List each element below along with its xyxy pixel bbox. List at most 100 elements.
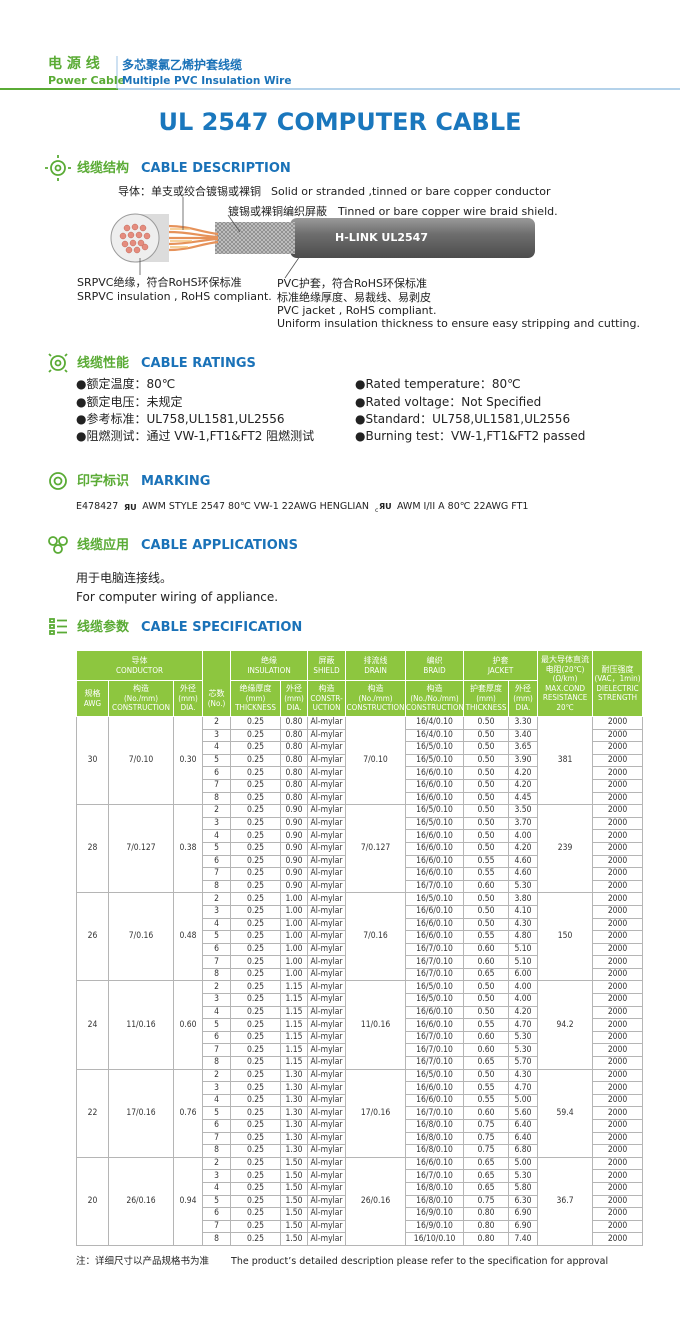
table-cell: 2000 [592,1093,644,1108]
table-cell: 239 [537,804,594,894]
table-cell: 2000 [592,804,644,818]
table-cell: 16/5/0.10 [405,993,465,1007]
table-cell: 5.30 [508,1169,539,1183]
table-cell: 2 [202,716,232,730]
table-cell: 3.80 [508,892,539,906]
table-cell: 8 [202,1232,232,1246]
table-cell: 16/7/0.10 [405,1043,465,1058]
table-cell: 0.80 [280,716,309,730]
table-cell: 6.30 [508,1194,539,1209]
header-cell: 规格 AWG [76,680,109,717]
table-cell: 0.25 [230,766,282,780]
header-line: 规格 [84,689,101,698]
table-cell: 16/6/0.10 [405,766,465,780]
header-en: Multiple PVC Insulation Wire [122,75,292,87]
table-cell: 4 [202,829,232,843]
table-cell: 7/0.16 [345,892,407,982]
table-row: 4 0.25 1.30 Al-mylar 16/6/0.10 0.55 5.00 2000 [77,1093,644,1108]
table-cell: Al-mylar [307,993,347,1007]
table-cell: Al-mylar [307,892,347,906]
label: 标准绝缘厚度、易裁线、易剥皮 [277,291,431,304]
table-cell: 2000 [592,980,644,995]
table-cell: 16/7/0.10 [405,955,465,969]
table-cell: 4.00 [508,980,539,995]
rating-item: ●Standard：UL758,UL1581,UL2556 [355,412,571,426]
table-cell: 2000 [592,829,644,843]
section-cn: 线缆参数 [77,620,130,635]
svg-text:ЯU: ЯU [124,503,136,512]
header-line: 芯数 [208,689,225,698]
table-row: 5 0.25 1.00 Al-mylar 16/6/0.10 0.55 4.80 2000 [77,930,644,944]
table-cell: 1.00 [280,904,309,919]
header-line: THICKNESS [465,703,507,713]
table-cell: 3.90 [508,753,539,768]
table-cell: Al-mylar [307,1043,347,1058]
header-cell: 外径 (mm) DIA. [508,680,539,717]
label: Tinned or bare copper wire braid shield. [338,205,558,218]
table-cell: 2000 [592,778,644,793]
table-cell: 7 [202,955,232,969]
table-cell: 0.25 [230,1018,282,1032]
table-row: 8 0.25 1.00 Al-mylar 16/7/0.10 0.65 6.00 2000 [77,967,644,982]
table-row: 26 7/0.16 0.48 2 0.25 1.00 Al-mylar 7/0.16 16/5/… [76,892,644,982]
application-text: For computer wiring of appliance. [76,590,279,604]
table-row: 7 0.25 0.90 Al-mylar 16/6/0.10 0.55 4.60 2000 [77,867,644,881]
table-cell: 16/5/0.10 [405,1068,465,1083]
table-cell: 16/6/0.10 [405,854,465,869]
table-cell: 2000 [592,1131,644,1146]
table-row: 5 0.25 1.50 Al-mylar 16/8/0.10 0.75 6.30 2000 [77,1194,644,1209]
table-cell: 0.50 [463,791,510,806]
table-cell: 0.50 [463,993,510,1007]
table-cell: Al-mylar [307,791,347,806]
header-line: (mm) [178,693,198,703]
rating-item: ●参考标准：UL758,UL1581,UL2556 [76,412,285,426]
table-cell: 0.50 [463,980,510,995]
table-cell: 16/6/0.10 [405,841,465,856]
table-cell: 16/9/0.10 [405,1219,465,1234]
table-cell: 7/0.10 [108,715,174,806]
table-cell: 0.50 [463,766,510,780]
table-cell: 7 [202,778,232,793]
table-cell: 16/9/0.10 [405,1207,465,1221]
table-cell: 2000 [592,904,644,919]
table-cell: 7 [202,1043,232,1058]
header-line: (mm) [513,693,533,703]
section-cn: 印字标识 [77,474,130,489]
table-cell: 7/0.127 [345,804,407,894]
table-cell: 0.25 [230,1081,282,1095]
table-cell: 5 [202,841,232,856]
table-cell: 2000 [592,867,644,881]
header-line: 外径 [286,684,303,694]
section-cn: 线缆性能 [77,356,130,371]
header-cell: 构造 (No./mm) CONSTRUCTION [345,680,407,717]
header-line: 绝缘厚度 [239,684,272,694]
header-line: CONSTRUCTION [346,703,405,713]
table-cell: 0.25 [230,967,282,982]
table-cell: Al-mylar [307,766,347,780]
table-cell: 0.65 [463,1169,510,1183]
table-cell: 0.60 [463,1106,510,1120]
table-cell: 16/4/0.10 [405,728,465,743]
header-line: 构造 [133,684,149,694]
table-cell: 6.90 [508,1219,539,1234]
table-cell: 0.25 [230,892,282,906]
table-body: 30 7/0.10 0.30 2 0.25 0.80 Al-mylar 7/0.10 16/4/… [76,715,644,1246]
header-cell: 绝缘 INSULATION [230,650,309,681]
marking-line: E478427 ЯU AWM STYLE 2547 80℃ VW-1 22AWG… [76,501,528,513]
table-cell: 8 [202,1144,232,1158]
section-en: MARKING [141,474,211,489]
header-line: 屏蔽 [318,656,335,665]
table-cell: 17/0.16 [108,1068,174,1158]
table-cell: 5.10 [508,942,539,957]
table-cell: 94.2 [537,980,594,1070]
table-cell: 0.25 [230,816,282,831]
table-cell: 0.25 [230,1232,282,1246]
table-cell: 5.10 [508,955,539,969]
header-cell: 构造 (No./mm) CONSTRUCTION [108,680,174,717]
table-row: 8 0.25 1.30 Al-mylar 16/8/0.10 0.75 6.80 2000 [77,1144,644,1158]
table-cell: 0.25 [230,1068,282,1083]
table-cell: Al-mylar [307,1030,347,1045]
svg-text:ЯU: ЯU [379,502,391,511]
header-cell: 构造 (No./No./mm) CONSTRUCTION [405,680,465,717]
table-cell: 1.30 [280,1093,309,1108]
